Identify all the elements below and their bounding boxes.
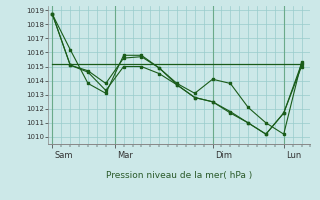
Text: Sam: Sam [55,151,73,160]
Text: Dim: Dim [215,151,232,160]
Text: Lun: Lun [286,151,301,160]
Text: Mar: Mar [117,151,133,160]
X-axis label: Pression niveau de la mer( hPa ): Pression niveau de la mer( hPa ) [106,171,252,180]
